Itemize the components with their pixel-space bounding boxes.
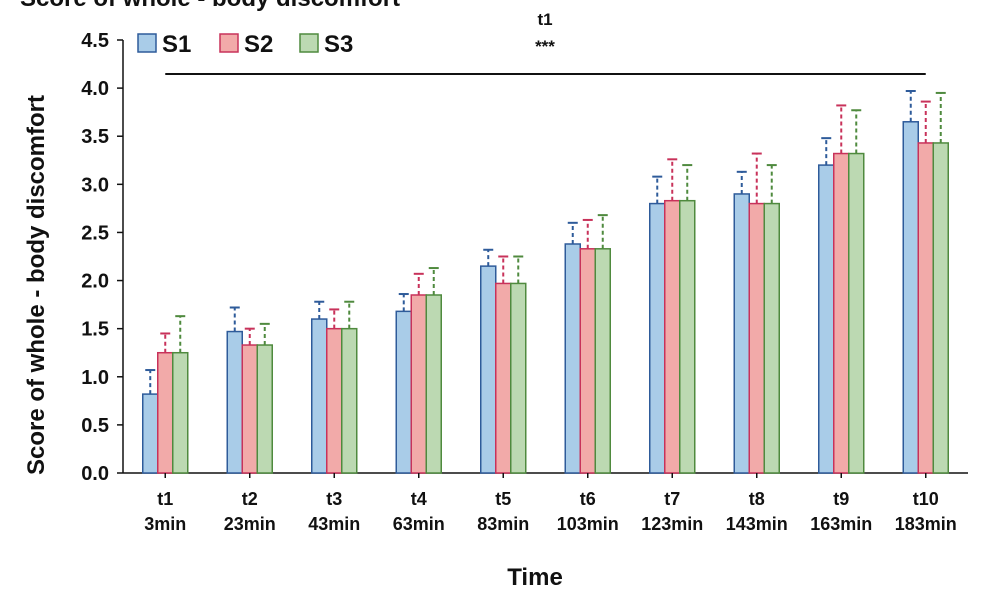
x-tick-sublabel: 63min [393, 514, 445, 534]
x-tick-sublabel: 3min [144, 514, 186, 534]
bar-s2-t8 [748, 202, 765, 474]
x-tick-label: t4 [411, 489, 427, 509]
bar-s1-t6 [564, 243, 581, 474]
x-tick-sublabel: 23min [224, 514, 276, 534]
y-tick-label: 1.5 [81, 319, 109, 341]
x-tick-sublabel: 103min [557, 514, 619, 534]
x-tick-label: t5 [495, 489, 511, 509]
x-tick-label: t9 [833, 489, 849, 509]
x-tick-sublabel: 163min [810, 514, 872, 534]
bar-s1-t3 [311, 318, 328, 474]
legend-swatch-s2 [219, 33, 239, 53]
bar-s3-t9 [848, 152, 865, 474]
legend: S1 S2 S3 [137, 31, 353, 58]
bar-s2-t9 [833, 152, 850, 474]
x-tick-label: t2 [242, 489, 258, 509]
x-tick-sublabel: 183min [895, 514, 957, 534]
bar-s2-t10 [917, 142, 934, 474]
y-tick-label: 4.0 [81, 78, 109, 100]
bar-s1-t1 [142, 393, 159, 474]
significance-annotation: t1 *** [165, 10, 926, 75]
annotation-label: t1 [537, 10, 552, 29]
bar-s3-t10 [932, 142, 949, 474]
bar-s1-t5 [480, 265, 497, 474]
y-tick-label: 3.0 [81, 174, 109, 196]
bar-s3-t4 [425, 294, 442, 474]
annotation-significance: *** [535, 37, 555, 56]
legend-label-s2: S2 [244, 31, 273, 58]
x-axis-title: Time [507, 564, 563, 591]
x-tick-label: t7 [664, 489, 680, 509]
plot-area: 0.0 0.5 1.0 1.5 2.0 2.5 3.0 3.5 4.0 4.5 t1 3min t2 23… [81, 30, 968, 534]
x-tick-sublabel: 83min [477, 514, 529, 534]
bar-s1-t10 [902, 121, 919, 474]
bar-s3-t3 [341, 327, 358, 474]
bar-s3-t6 [594, 248, 611, 474]
y-tick-label: 1.0 [81, 367, 109, 389]
y-tick-label: 2.0 [81, 271, 109, 293]
y-tick-label: 2.5 [81, 222, 109, 244]
x-tick-label: t1 [157, 489, 173, 509]
bar-s2-t6 [579, 248, 596, 474]
legend-label-s3: S3 [324, 31, 353, 58]
bar-s1-t8 [733, 193, 750, 474]
bar-s2-t7 [664, 199, 681, 474]
legend-label-s1: S1 [162, 31, 191, 58]
y-tick-label: 0.5 [81, 415, 109, 437]
bar-s3-t7 [679, 199, 696, 474]
x-tick-sublabel: 143min [726, 514, 788, 534]
y-tick-label: 0.0 [81, 463, 109, 485]
x-tick-label: t8 [749, 489, 765, 509]
bar-s3-t1 [172, 351, 189, 474]
bar-s2-t1 [157, 351, 174, 474]
bar-s2-t4 [410, 294, 427, 474]
x-tick-sublabel: 43min [308, 514, 360, 534]
y-tick-label: 4.5 [81, 30, 109, 52]
y-tick-label: 3.5 [81, 126, 109, 148]
bar-s3-t8 [763, 202, 780, 474]
x-tick-label: t3 [326, 489, 342, 509]
x-tick-sublabel: 123min [641, 514, 703, 534]
bar-s3-t2 [256, 344, 273, 474]
legend-swatch-s1 [137, 33, 157, 53]
bar-s1-t7 [649, 202, 666, 474]
bar-s2-t3 [326, 327, 343, 474]
bar-s1-t9 [818, 164, 835, 474]
bar-s1-t2 [226, 330, 243, 474]
legend-swatch-s3 [299, 33, 319, 53]
bar-s2-t5 [495, 282, 512, 474]
x-tick-label: t6 [580, 489, 596, 509]
bar-s1-t4 [395, 310, 412, 474]
y-axis-title: Score of whole - body discomfort [23, 95, 50, 475]
clipped-chart-title: Score of whole - body discomfort [20, 0, 400, 12]
bar-s2-t2 [241, 344, 258, 474]
x-tick-label: t10 [913, 489, 939, 509]
bar-s3-t5 [510, 282, 527, 474]
